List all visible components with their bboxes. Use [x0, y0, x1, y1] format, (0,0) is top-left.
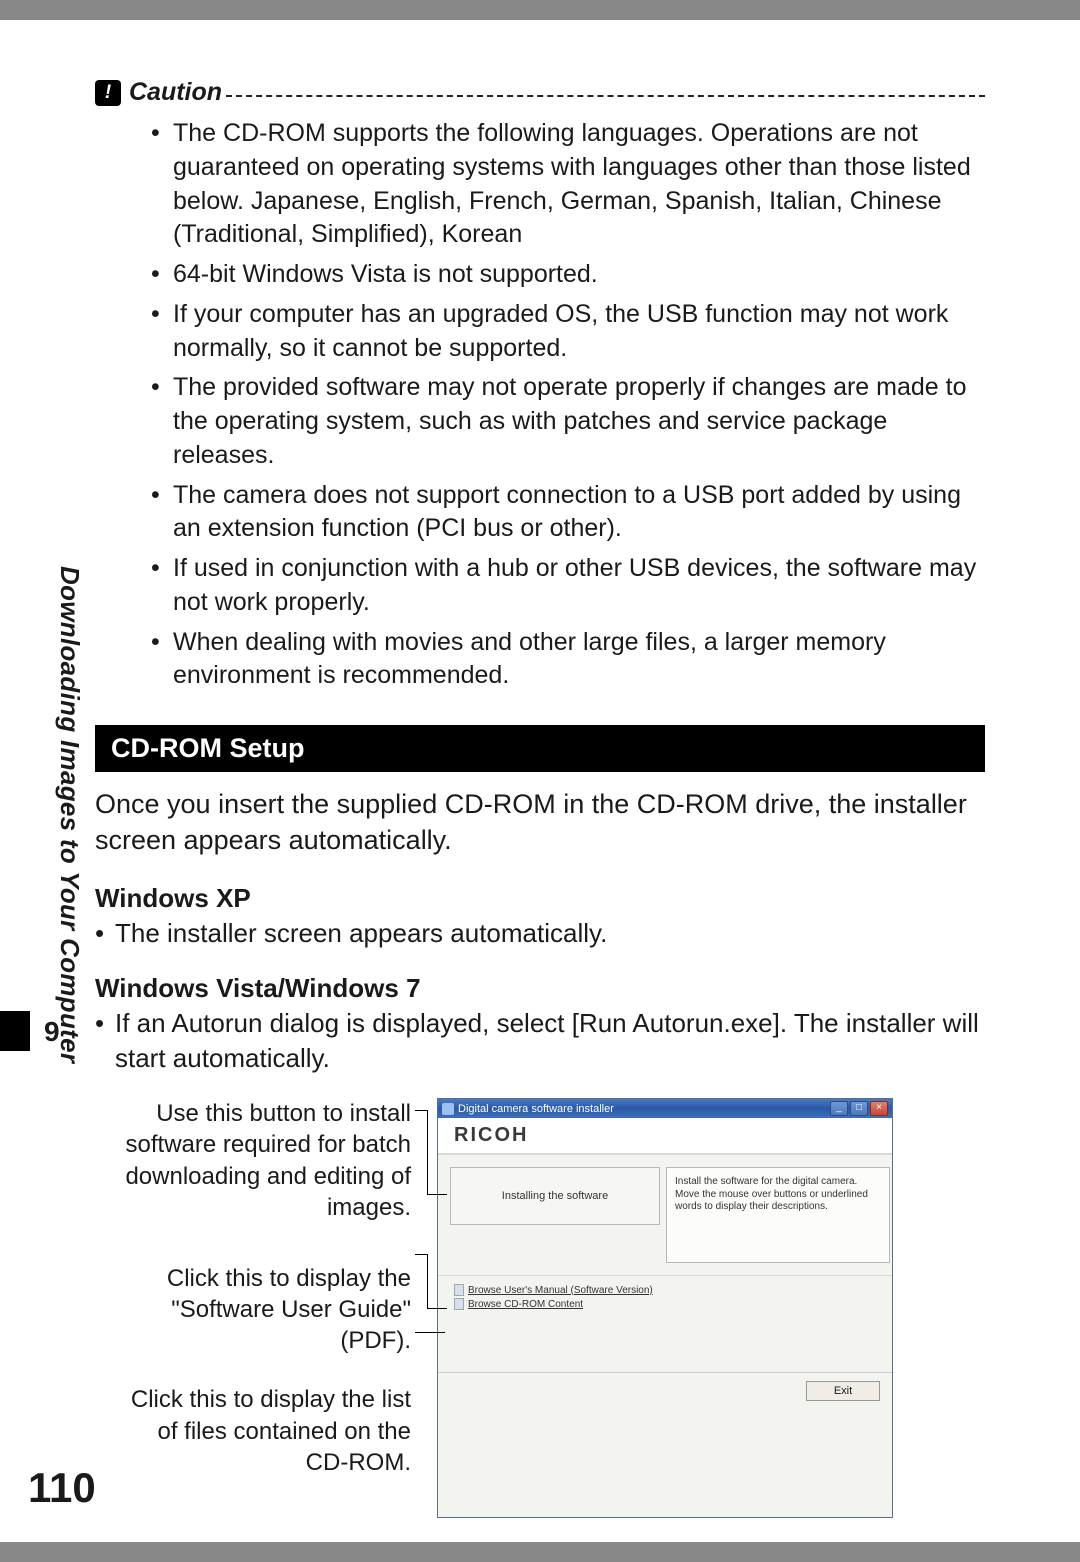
caution-label: Caution [129, 78, 222, 107]
manual-page: ! Caution The CD-ROM supports the follow… [0, 20, 1080, 1542]
exclamation-icon: ! [95, 80, 121, 106]
section-intro: Once you insert the supplied CD-ROM in t… [95, 786, 985, 859]
caution-item: The CD-ROM supports the following langua… [151, 117, 985, 252]
browse-links: Browse User's Manual (Software Version) … [438, 1275, 892, 1372]
vista-heading: Windows Vista/Windows 7 [95, 973, 985, 1004]
ricoh-logo: RICOH [454, 1124, 876, 1147]
callout-2: Click this to display the "Software User… [115, 1263, 411, 1357]
document-icon [454, 1284, 464, 1296]
section-heading: CD-ROM Setup [95, 725, 985, 772]
browse-cdrom-link[interactable]: Browse CD-ROM Content [454, 1298, 876, 1310]
window-controls: _ □ × [830, 1101, 888, 1116]
chapter-side-title: Downloading Images to Your Computer [54, 566, 85, 1063]
installer-title: Digital camera software installer [458, 1103, 614, 1115]
page-number: 110 [28, 1464, 96, 1512]
app-icon [442, 1103, 454, 1115]
vista-list: If an Autorun dialog is displayed, selec… [95, 1006, 985, 1076]
caution-item: If used in conjunction with a hub or oth… [151, 552, 985, 620]
xp-item: The installer screen appears automatical… [95, 916, 985, 951]
browse-manual-label: Browse User's Manual (Software Version) [468, 1285, 653, 1296]
installer-body: Installing the software Install the soft… [438, 1155, 892, 1275]
chapter-tab [0, 1011, 30, 1051]
callout-3: Click this to display the list of files … [115, 1384, 411, 1478]
installer-window: Digital camera software installer _ □ × … [437, 1098, 893, 1518]
document-icon [454, 1298, 464, 1310]
installer-titlebar: Digital camera software installer _ □ × [438, 1099, 892, 1118]
caution-item: If your computer has an upgraded OS, the… [151, 298, 985, 366]
callout-column: Use this button to install software requ… [115, 1098, 415, 1518]
callout-area: Use this button to install software requ… [95, 1098, 985, 1518]
callout-1: Use this button to install software requ… [115, 1098, 411, 1223]
installer-footer: Exit [438, 1372, 892, 1409]
caution-block: ! Caution The CD-ROM supports the follow… [95, 78, 985, 693]
xp-heading: Windows XP [95, 883, 985, 914]
caution-item: 64-bit Windows Vista is not supported. [151, 258, 985, 292]
installer-description: Install the software for the digital cam… [666, 1167, 890, 1263]
exit-button[interactable]: Exit [806, 1381, 880, 1401]
caution-divider [226, 95, 985, 97]
installer-brand-bar: RICOH [438, 1118, 892, 1155]
chapter-number: 9 [44, 1016, 60, 1048]
browse-manual-link[interactable]: Browse User's Manual (Software Version) [454, 1284, 876, 1296]
caution-header: ! Caution [95, 78, 985, 107]
caution-item: When dealing with movies and other large… [151, 626, 985, 694]
caution-list: The CD-ROM supports the following langua… [95, 117, 985, 693]
install-software-button[interactable]: Installing the software [450, 1167, 660, 1225]
close-button[interactable]: × [870, 1101, 888, 1116]
callout-connectors [415, 1098, 437, 1518]
xp-list: The installer screen appears automatical… [95, 916, 985, 951]
maximize-button[interactable]: □ [850, 1101, 868, 1116]
caution-item: The camera does not support connection t… [151, 479, 985, 547]
vista-item: If an Autorun dialog is displayed, selec… [95, 1006, 985, 1076]
caution-item: The provided software may not operate pr… [151, 371, 985, 472]
minimize-button[interactable]: _ [830, 1101, 848, 1116]
browse-cdrom-label: Browse CD-ROM Content [468, 1299, 583, 1310]
